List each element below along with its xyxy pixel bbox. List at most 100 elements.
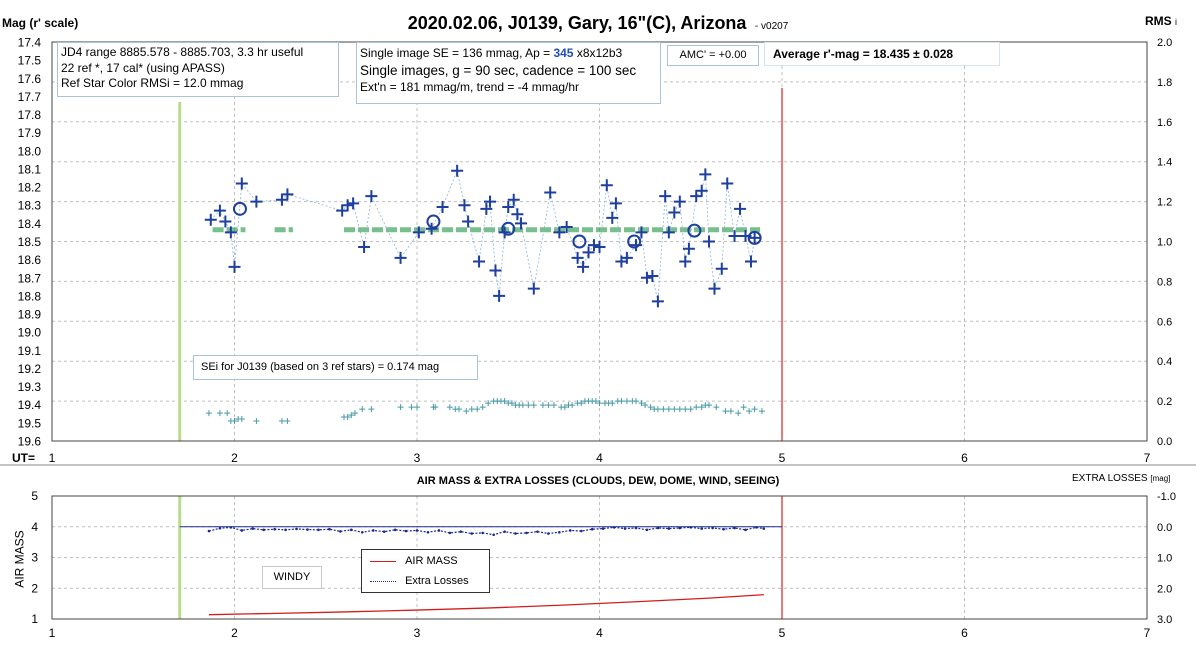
rms-point bbox=[344, 414, 351, 421]
bottom-legend: AIR MASS Extra Losses bbox=[361, 549, 490, 593]
mag-point bbox=[228, 260, 241, 273]
rms-point bbox=[519, 402, 526, 409]
top-y2-tick-label: 1.8 bbox=[1157, 77, 1172, 89]
rms-point bbox=[596, 400, 603, 407]
top-y2-tick-label: 1.0 bbox=[1157, 237, 1172, 249]
top-y-tick-label: 18.4 bbox=[18, 217, 42, 231]
info-mid-line-2: Single images, g = 90 sec, cadence = 100… bbox=[360, 63, 637, 78]
extra-losses-point bbox=[360, 530, 364, 534]
extra-losses-point bbox=[612, 526, 616, 529]
rms-point bbox=[408, 404, 415, 411]
mag-point bbox=[734, 202, 747, 215]
mag-point bbox=[668, 206, 681, 219]
rms-point bbox=[713, 404, 720, 411]
mag-connector-line bbox=[210, 169, 756, 302]
rms-point bbox=[665, 406, 672, 413]
rms-point bbox=[463, 408, 470, 415]
rms-point bbox=[359, 406, 366, 413]
extra-losses-point bbox=[448, 531, 452, 535]
top-y2-tick-label: 1.6 bbox=[1157, 117, 1172, 129]
extra-losses-unit: [mag] bbox=[1150, 474, 1171, 483]
mag-point bbox=[695, 184, 708, 197]
mag-point bbox=[673, 195, 686, 208]
extra-losses-point bbox=[645, 528, 649, 532]
mag-point bbox=[515, 217, 528, 230]
extra-losses-point bbox=[273, 527, 276, 531]
mag-point bbox=[451, 164, 464, 177]
top-y-tick-label: 18.9 bbox=[18, 308, 42, 322]
mag-point bbox=[341, 199, 354, 212]
rms-point bbox=[561, 404, 568, 411]
rms-point bbox=[468, 406, 475, 413]
mag-point bbox=[458, 199, 471, 212]
rms-point bbox=[671, 406, 678, 413]
mag-point bbox=[728, 230, 741, 243]
mag-point bbox=[620, 251, 633, 264]
bottom-y-tick-label: 5 bbox=[31, 489, 38, 503]
legend-label-extra-losses: Extra Losses bbox=[405, 575, 469, 587]
top-y2-tick-label: 0.4 bbox=[1157, 356, 1172, 368]
mag-point bbox=[511, 208, 524, 221]
rms-point bbox=[693, 404, 700, 411]
rms-point bbox=[216, 410, 223, 417]
mag-point bbox=[640, 271, 653, 284]
sei-box: SEi for J0139 (based on 3 ref stars) = 0… bbox=[193, 355, 478, 380]
top-y-tick-label: 17.5 bbox=[18, 54, 42, 68]
extra-losses-point bbox=[207, 529, 211, 533]
bottom-x-tick-label: 3 bbox=[414, 626, 421, 640]
bottom-y-tick-label: 4 bbox=[31, 520, 38, 534]
extra-losses-point bbox=[382, 530, 386, 533]
mag-point bbox=[358, 240, 371, 253]
mag-point bbox=[473, 255, 486, 268]
air-mass-axis-label: AIR MASS bbox=[12, 530, 27, 588]
extra-losses-point bbox=[536, 530, 539, 533]
extra-losses-point bbox=[711, 526, 714, 530]
extra-losses-point bbox=[579, 529, 583, 533]
mag-point bbox=[593, 240, 606, 253]
top-y2-tick-label: 2.0 bbox=[1157, 37, 1172, 49]
rms-point bbox=[414, 404, 420, 411]
rms-point bbox=[550, 402, 557, 409]
y-axis-label-right-sub: i bbox=[1175, 17, 1178, 27]
rms-point bbox=[278, 418, 285, 425]
bottom-chart-title: AIR MASS & EXTRA LOSSES (CLOUDS, DEW, DO… bbox=[416, 475, 780, 487]
extra-losses-point bbox=[240, 529, 244, 532]
extra-losses-point bbox=[328, 527, 331, 531]
rms-point bbox=[231, 418, 238, 425]
info-box-left: JD4 range 8885.578 - 8885.703, 3.3 hr us… bbox=[57, 42, 339, 97]
mag-point bbox=[715, 262, 728, 275]
extra-losses-point bbox=[393, 528, 397, 532]
extra-losses-point bbox=[634, 526, 638, 530]
mag-point bbox=[412, 226, 425, 239]
mag-point bbox=[484, 195, 496, 208]
top-y2-tick-label: 0.8 bbox=[1157, 276, 1172, 288]
extra-losses-point bbox=[295, 527, 298, 531]
top-x-tick-label: 3 bbox=[414, 451, 421, 465]
rms-point bbox=[735, 410, 742, 417]
extra-losses-point bbox=[667, 527, 671, 530]
windy-note: WINDY bbox=[262, 566, 322, 589]
rms-point bbox=[351, 410, 358, 417]
mag-point bbox=[703, 235, 715, 248]
extra-losses-point bbox=[744, 528, 747, 532]
extra-losses-point bbox=[689, 526, 693, 529]
extra-losses-point bbox=[503, 530, 506, 533]
mag-point bbox=[553, 226, 566, 239]
mag-point bbox=[235, 177, 248, 190]
info-left-line-1: JD4 range 8885.578 - 8885.703, 3.3 hr us… bbox=[61, 45, 304, 59]
top-y-tick-label: 17.4 bbox=[18, 36, 42, 50]
rms-point bbox=[205, 410, 212, 417]
extra-losses-point bbox=[547, 532, 550, 535]
extra-losses-point bbox=[733, 526, 736, 530]
tick-labels: 1 2 3 4 5 6 717.417.517.617.717.817.918.018.11… bbox=[18, 36, 1176, 641]
rms-point bbox=[638, 400, 645, 407]
extra-losses-point bbox=[700, 527, 703, 530]
group-average-point bbox=[232, 201, 247, 216]
bottom-y2-tick-label: 2.0 bbox=[1157, 583, 1172, 595]
x-axis-row-label: UT= bbox=[12, 451, 36, 465]
mag-point bbox=[480, 202, 493, 215]
mag-point bbox=[394, 251, 407, 264]
legend-item-air-mass: AIR MASS bbox=[370, 555, 458, 567]
info-mid-line-1: Single image SE = 136 mmag, Ap = 345 x8x… bbox=[360, 45, 660, 62]
top-y-tick-label: 19.3 bbox=[18, 380, 42, 394]
